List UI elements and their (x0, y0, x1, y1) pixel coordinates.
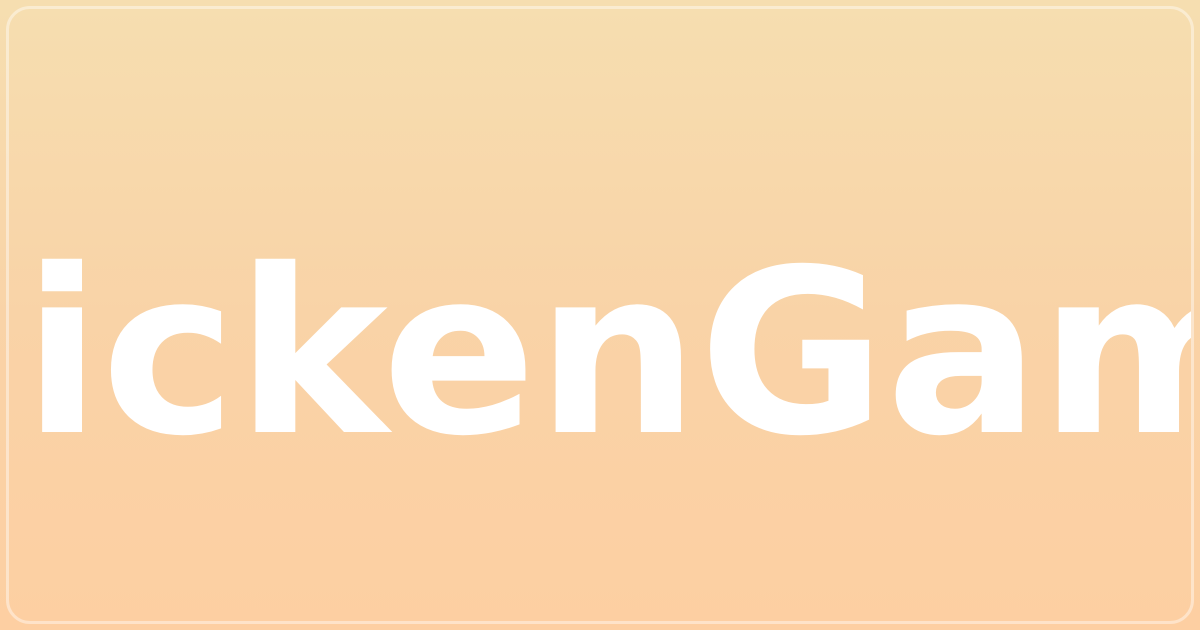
banner-title: ickenGam (23, 220, 1194, 486)
banner-card: ickenGam (6, 6, 1194, 624)
